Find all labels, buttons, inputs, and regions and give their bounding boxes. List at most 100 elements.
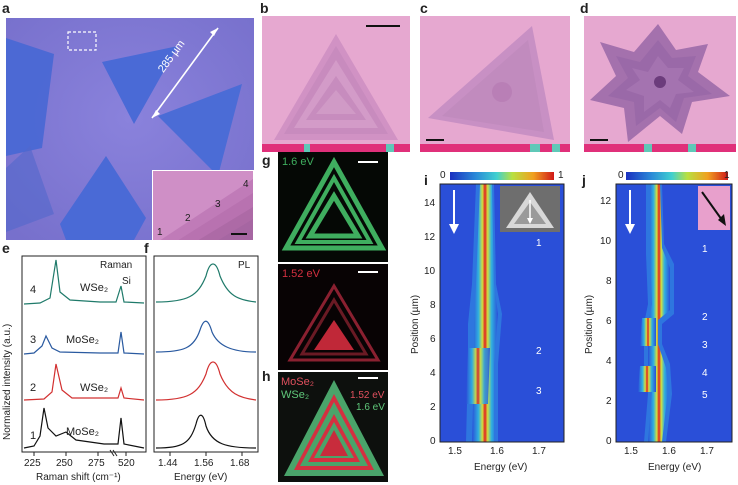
pl-legend: PL: [238, 260, 251, 271]
pl-trace-4: [155, 263, 257, 303]
green-energy-label: 1.6 eV: [282, 156, 314, 168]
pl-xtick-2: 1.68: [230, 458, 250, 469]
panel-h-overlay-map: MoSe₂ WSe₂ 1.52 eV 1.6 eV: [278, 372, 388, 482]
raman-ylabel: Normalized intensity (a.u.): [2, 323, 13, 440]
j-ylabel: Position (µm): [584, 294, 595, 354]
panel-a-optical-image: 285 µm 1 2 3 4: [6, 18, 254, 240]
raman-legend: Raman: [100, 260, 133, 271]
panel-i-heatmap: 0 1 0 2 4 6 8 10 12 14 Position (µm) 1.5…: [406, 164, 572, 485]
raman-xtick-1: 250: [56, 458, 73, 469]
j-xtick-2: 1.7: [700, 446, 714, 457]
raman-trace-2: [23, 363, 145, 401]
panel-f-pl-spectra: PL 1.44 1.56 1.68 Energy (eV): [148, 240, 260, 485]
i-xtick-0: 1.5: [448, 446, 462, 457]
panel-letter-h: h: [262, 368, 271, 384]
panel-a-inset: 1 2 3 4: [152, 170, 254, 240]
pl-xlabel: Energy (eV): [174, 472, 228, 483]
j-ytick-2: 4: [606, 356, 612, 367]
j-marker-2: 2: [702, 312, 708, 323]
flake-blue: [60, 156, 146, 240]
cbar-max: 1: [724, 170, 730, 181]
i-ytick-4: 8: [430, 300, 436, 311]
j-ytick-5: 10: [600, 236, 612, 247]
trace-4-label: WSe₂: [80, 282, 109, 294]
j-ytick-4: 8: [606, 276, 612, 287]
panel-letter-b: b: [260, 0, 269, 16]
panel-letter-j: j: [582, 172, 586, 188]
panel-letter-a: a: [2, 0, 10, 16]
panel-g-pl-map-green: 1.6 eV: [278, 152, 388, 262]
colorbar: [450, 172, 554, 180]
i-ytick-5: 10: [424, 266, 436, 277]
pl-xtick-0: 1.44: [158, 458, 178, 469]
raman-xtick-0: 225: [24, 458, 41, 469]
pl-trace-1: [155, 414, 257, 449]
i-ytick-6: 12: [424, 232, 436, 243]
flake-blue: [158, 84, 242, 176]
dashed-box: [67, 31, 97, 51]
raman-trace-3: [23, 331, 145, 355]
i-ylabel: Position (µm): [410, 294, 421, 354]
i-marker-1: 1: [536, 238, 542, 249]
si-label: Si: [122, 276, 131, 287]
raman-trace-1: [23, 407, 145, 449]
raman-xlabel: Raman shift (cm⁻¹): [36, 472, 121, 483]
panel-letter-e: e: [2, 240, 10, 256]
trace-4-num: 4: [30, 284, 37, 296]
j-ytick-3: 6: [606, 316, 612, 327]
trace-2-label: WSe₂: [80, 382, 109, 394]
cbar-max: 1: [558, 170, 564, 181]
panel-j-heatmap: 0 1 0 2 4 6 8 10 12 Position (µm) 1.5 1.…: [578, 164, 738, 485]
pl-xtick-1: 1.56: [194, 458, 214, 469]
raman-trace-4: [23, 259, 145, 305]
panel-letter-c: c: [420, 0, 428, 16]
legend-wse2: WSe₂: [281, 389, 310, 401]
i-ytick-0: 0: [430, 436, 436, 447]
panel-g-pl-map-red: 1.52 eV: [278, 264, 388, 370]
colorbar: [626, 172, 728, 180]
panel-letter-d: d: [580, 0, 589, 16]
inset-point-2: 2: [185, 213, 191, 224]
panel-letter-i: i: [424, 172, 428, 188]
cbar-min: 0: [618, 170, 624, 181]
pl-trace-3: [155, 320, 257, 353]
j-ytick-6: 12: [600, 196, 612, 207]
trace-1-label: MoSe₂: [66, 426, 100, 438]
overlay-e1: 1.52 eV: [350, 390, 385, 401]
i-marker-2: 2: [536, 346, 542, 357]
trace-3-label: MoSe₂: [66, 334, 100, 346]
panel-letter-g: g: [262, 152, 271, 168]
j-ytick-0: 0: [606, 436, 612, 447]
raman-xtick-2: 275: [88, 458, 105, 469]
j-marker-3: 3: [702, 340, 708, 351]
flake-blue: [6, 38, 54, 156]
inset-point-1: 1: [157, 227, 163, 238]
legend-mose2: MoSe₂: [281, 376, 315, 388]
i-marker-3: 3: [536, 386, 542, 397]
i-ytick-3: 6: [430, 334, 436, 345]
i-xlabel: Energy (eV): [474, 462, 528, 473]
panel-letter-f: f: [144, 240, 149, 256]
trace-3-num: 3: [30, 334, 37, 346]
i-xtick-2: 1.7: [532, 446, 546, 457]
overlay-e2: 1.6 eV: [356, 402, 385, 413]
j-marker-4: 4: [702, 368, 708, 379]
i-ytick-7: 14: [424, 198, 436, 209]
panel-e-raman-spectra: Raman Si 4 WSe₂ 3 MoSe₂ 2 WSe₂ 1 MoSe₂ N…: [0, 240, 152, 485]
j-marker-5: 5: [702, 390, 708, 401]
j-ytick-1: 2: [606, 396, 612, 407]
pl-trace-2: [155, 361, 257, 401]
j-xlabel: Energy (eV): [648, 462, 702, 473]
i-xtick-1: 1.6: [490, 446, 504, 457]
inset-point-3: 3: [215, 199, 221, 210]
red-energy-label: 1.52 eV: [282, 268, 320, 280]
panel-b-optical-image: [262, 16, 410, 152]
panel-c-optical-image: [420, 16, 570, 152]
flake-blue: [102, 46, 178, 124]
cbar-min: 0: [440, 170, 446, 181]
i-ytick-1: 2: [430, 402, 436, 413]
trace-2-num: 2: [30, 382, 37, 394]
j-xtick-0: 1.5: [624, 446, 638, 457]
raman-xtick-3: 520: [118, 458, 135, 469]
panel-d-optical-image: [584, 16, 736, 152]
